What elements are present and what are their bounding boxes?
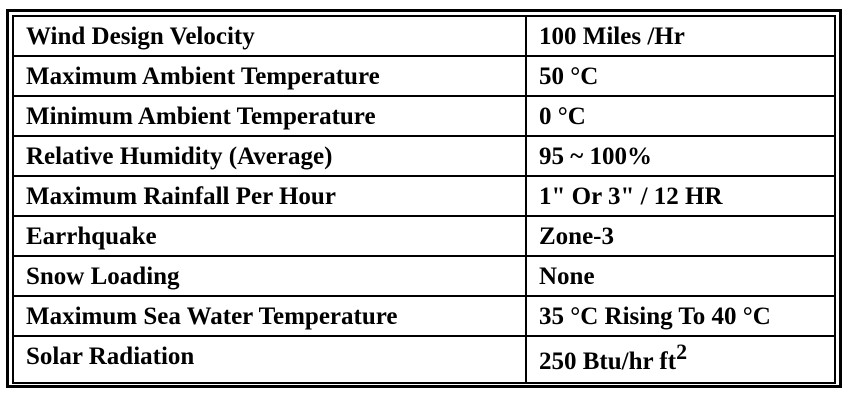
table-row: Maximum Rainfall Per Hour 1" Or 3" / 12 … [12, 175, 836, 217]
value-cell: Zone-3 [525, 215, 836, 257]
table-row: Earrhquake Zone-3 [12, 215, 836, 257]
value-cell: 250 Btu/hr ft2 [525, 335, 836, 384]
value-cell: None [525, 255, 836, 297]
value-cell: 1" Or 3" / 12 HR [525, 175, 836, 217]
parameter-cell: Earrhquake [12, 215, 527, 257]
parameter-cell: Maximum Rainfall Per Hour [12, 175, 527, 217]
table-row: Maximum Ambient Temperature 50 °C [12, 55, 836, 97]
table-row: Minimum Ambient Temperature 0 °C [12, 95, 836, 137]
value-cell: 95 ~ 100% [525, 135, 836, 177]
design-conditions-table: Wind Design Velocity 100 Miles /Hr Maxim… [12, 15, 836, 384]
value-cell: 100 Miles /Hr [525, 15, 836, 57]
table-row: Maximum Sea Water Temperature 35 °C Risi… [12, 295, 836, 337]
parameter-cell: Solar Radiation [12, 335, 527, 384]
table-row: Solar Radiation 250 Btu/hr ft2 [12, 335, 836, 384]
spec-table-frame: Wind Design Velocity 100 Miles /Hr Maxim… [6, 9, 842, 388]
parameter-cell: Wind Design Velocity [12, 15, 527, 57]
parameter-cell: Maximum Sea Water Temperature [12, 295, 527, 337]
value-cell: 0 °C [525, 95, 836, 137]
value-cell: 50 °C [525, 55, 836, 97]
table-row: Wind Design Velocity 100 Miles /Hr [12, 15, 836, 57]
parameter-cell: Maximum Ambient Temperature [12, 55, 527, 97]
value-cell: 35 °C Rising To 40 °C [525, 295, 836, 337]
parameter-cell: Minimum Ambient Temperature [12, 95, 527, 137]
value-superscript: 2 [676, 339, 688, 364]
parameter-cell: Relative Humidity (Average) [12, 135, 527, 177]
value-text: 250 Btu/hr ft [539, 348, 677, 375]
table-row: Relative Humidity (Average) 95 ~ 100% [12, 135, 836, 177]
table-row: Snow Loading None [12, 255, 836, 297]
parameter-cell: Snow Loading [12, 255, 527, 297]
